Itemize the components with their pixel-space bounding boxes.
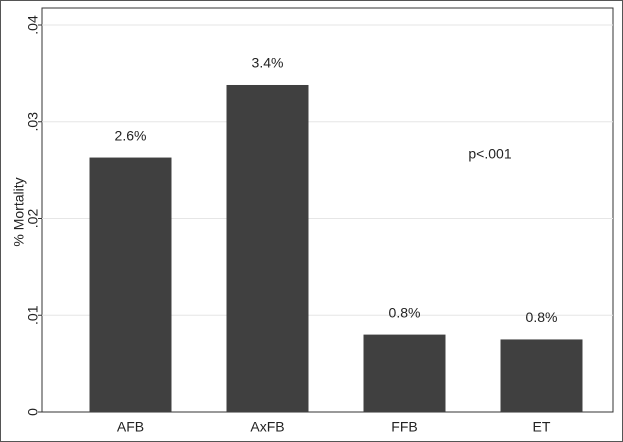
y-tick-label: 0	[25, 408, 41, 416]
y-axis-label: % Mortality	[11, 177, 27, 246]
bar	[226, 84, 309, 413]
y-tick-label: .03	[25, 112, 41, 132]
value-label: 0.8%	[526, 309, 558, 325]
bar	[500, 339, 583, 412]
y-tick-label: .04	[25, 15, 41, 35]
value-label: 3.4%	[252, 55, 284, 71]
y-tick-label: .01	[25, 305, 41, 325]
x-tick-label: FFB	[391, 419, 417, 435]
value-label: 0.8%	[389, 304, 421, 320]
bar	[363, 334, 446, 412]
y-tick-label: .02	[25, 209, 41, 229]
value-label: 2.6%	[115, 127, 147, 143]
x-tick-label: ET	[533, 419, 551, 435]
bar	[89, 157, 172, 412]
x-tick-label: AFB	[117, 419, 144, 435]
annotation: p<.001	[468, 146, 511, 162]
x-tick-label: AxFB	[250, 419, 284, 435]
